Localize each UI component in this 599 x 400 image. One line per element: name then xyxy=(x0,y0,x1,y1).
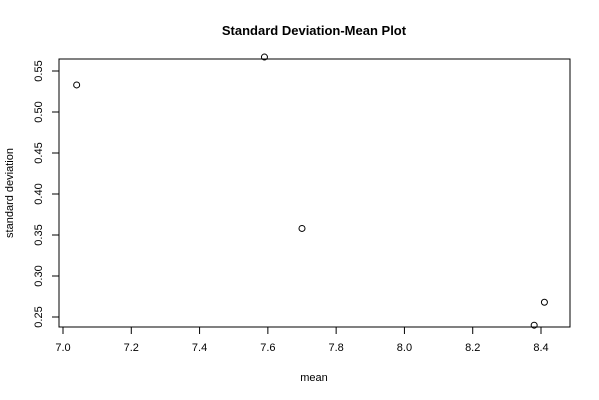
x-tick-label: 8.0 xyxy=(397,342,412,354)
data-point xyxy=(260,53,268,61)
chart-title: Standard Deviation-Mean Plot xyxy=(222,23,407,38)
y-tick-label: 0.25 xyxy=(33,306,45,327)
x-axis-label: mean xyxy=(300,372,328,384)
y-axis-label: standard deviation xyxy=(4,148,16,238)
y-tick-label: 0.35 xyxy=(33,224,45,245)
y-tick-label: 0.30 xyxy=(33,265,45,286)
x-axis: 7.0 7.2 7.4 7.6 7.8 8.0 8.2 8.4 xyxy=(55,326,549,354)
x-tick-label: 7.8 xyxy=(328,342,343,354)
y-tick-label: 0.45 xyxy=(33,142,45,163)
data-point xyxy=(73,81,81,89)
y-tick-label: 0.55 xyxy=(33,60,45,81)
x-tick-label: 7.6 xyxy=(260,342,275,354)
x-tick-label: 8.2 xyxy=(465,342,480,354)
x-tick-label: 7.4 xyxy=(192,342,207,354)
y-tick-label: 0.40 xyxy=(33,183,45,204)
x-tick-label: 7.2 xyxy=(124,342,139,354)
data-points xyxy=(73,53,548,329)
x-tick-label: 7.0 xyxy=(55,342,70,354)
data-point xyxy=(530,321,538,329)
plot-frame xyxy=(58,58,571,328)
y-tick-label: 0.50 xyxy=(33,101,45,122)
x-tick-label: 8.4 xyxy=(533,342,548,354)
data-point xyxy=(540,298,548,306)
y-axis: 0.25 0.30 0.35 0.40 0.45 0.50 0.55 xyxy=(33,60,60,328)
data-point xyxy=(298,224,306,232)
